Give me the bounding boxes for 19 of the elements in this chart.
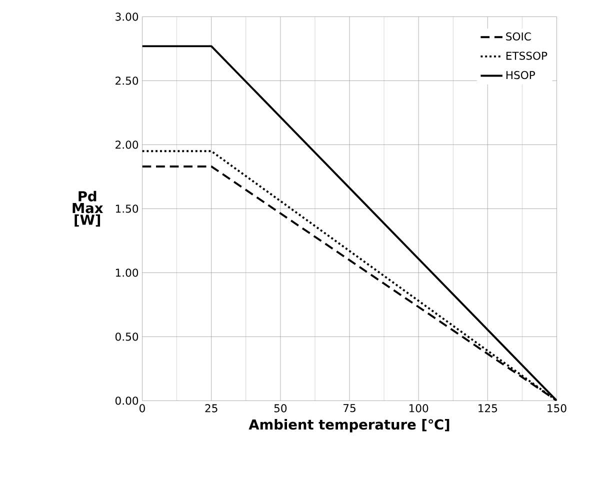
y-tick-label: 2.00: [116, 140, 138, 149]
y-tick-label: 1.50: [116, 204, 138, 213]
x-tick-label: 0: [140, 404, 145, 412]
x-tick-label: 150: [548, 404, 566, 412]
x-tick-label: 50: [274, 404, 287, 412]
x-tick-label: 25: [205, 404, 218, 412]
x-axis-title: Ambient temperature [℃]: [248, 418, 450, 432]
y-tick-label: 0.00: [115, 396, 138, 405]
x-tick-label: 125: [478, 404, 498, 412]
x-tick-label: 75: [344, 404, 356, 412]
y-tick-label: 0.50: [115, 332, 138, 341]
y-tick-label: 2.50: [116, 76, 138, 85]
y-tick-label: 3.00: [116, 12, 138, 21]
legend-label: ETSSOP: [506, 51, 548, 60]
legend-label: SOIC: [506, 32, 531, 40]
x-tick-label: 100: [409, 404, 428, 412]
y-axis-title: Pd Max [W]: [72, 190, 104, 226]
legend-label: HSOP: [506, 70, 535, 79]
y-tick-label: 1.00: [116, 268, 138, 277]
